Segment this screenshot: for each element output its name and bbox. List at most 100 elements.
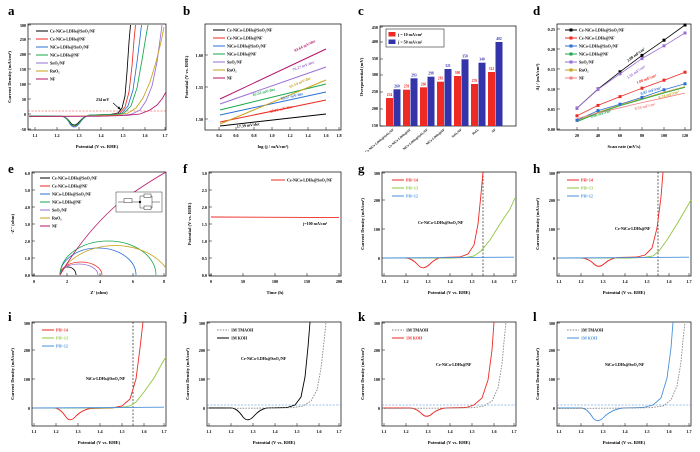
f-ytick-5: 2.5	[202, 188, 207, 193]
e-ytick-4: 4.0	[25, 205, 30, 210]
b-slope-0: 17.39 mV/dec	[237, 121, 261, 129]
c-val-blue-6: 402	[496, 37, 502, 41]
j-ytick-3: 300	[199, 321, 205, 326]
panel-c-plot: 150 200 250 300 350 400 450	[359, 25, 517, 152]
c-val-blue-1: 293	[411, 73, 417, 77]
c-cat-6: NF	[491, 128, 497, 134]
panel-l-label: l	[533, 309, 537, 324]
panel-i-label: i	[8, 309, 12, 324]
panel-h-label: h	[533, 161, 541, 176]
d-ytick-3: 0.15	[548, 67, 555, 72]
panel-c-label: c	[358, 3, 364, 18]
panel-k-label: k	[358, 309, 366, 324]
i-xlabel: Potential (V vs. RHE)	[78, 440, 121, 445]
e-legend-5: RuO₂	[52, 216, 62, 221]
panel-f: f 0 50 100 150 200 0.0 0.5 1.0 1.5 2.0	[175, 152, 350, 302]
h-ytick-1: 100	[549, 227, 555, 232]
c-ytick-5: 400	[372, 39, 378, 44]
h-xtick-1: 1.2	[578, 279, 583, 284]
i-xtick-4: 1.5	[119, 429, 124, 434]
d-cdl-3: 0.87 mF/cm²	[640, 85, 662, 96]
f-ytick-3: 1.5	[202, 222, 207, 227]
j-ytick-1: 100	[199, 377, 205, 382]
e-legend-0: Ce-NiCo-LDHs@SnO₂/NF	[52, 176, 98, 181]
b-xtick-2: 0.8	[251, 133, 256, 138]
a-xlabel: Potential (V vs. RHE)	[76, 144, 119, 149]
l-xtick-0: 1.1	[556, 429, 561, 434]
panel-f-plot: 0 50 100 150 200 0.0 0.5 1.0 1.5 2.0 2.5…	[187, 171, 342, 295]
c-val-red-0: 234	[387, 93, 393, 97]
a-ytick-2: 50	[22, 97, 26, 102]
f-stability-curve	[210, 216, 340, 219]
d-cdl-5: 0.66 mF/cm²	[590, 108, 612, 119]
panel-b-plot: 0.4 0.6 0.8 1.0 1.2 1.4 1.6 1.8 1.50 1.5…	[184, 23, 342, 149]
l-xtick-4: 1.5	[644, 429, 649, 434]
b-legend-2: NiCo-LDHs@SnO₂/NF	[227, 44, 267, 49]
d-ytick-2: 0.10	[548, 87, 555, 92]
panel-h: h 1.1 1.2 1.3 1.4 1.5 1.6 1.7 0 100 2	[525, 152, 700, 302]
k-sample-label: Ce-NiCo-LDHs@NF	[436, 362, 472, 367]
b-legend-1: Ce-NiCo-LDHs@NF	[227, 36, 263, 41]
i-xtick-6: 1.7	[161, 429, 166, 434]
k-ytick-1: 100	[374, 377, 380, 382]
g-xlabel: Potential (V vs. RHE)	[428, 290, 471, 295]
d-legend-1: Ce-NiCo-LDHs@NF	[579, 36, 615, 41]
l-ytick-3: 300	[549, 321, 555, 326]
k-xtick-0: 1.1	[381, 429, 386, 434]
e-legend-6: NF	[52, 224, 58, 229]
a-legend-6: NF	[50, 77, 56, 82]
l-ylabel: Current Density (mA/cm²)	[535, 348, 540, 400]
b-slope-1: 40.06 mV/dec	[269, 104, 293, 114]
panel-k: k 1.1 1.2 1.3 1.4 1.5 1.6 1.7 0 100 2	[350, 302, 525, 452]
d-xtick-0: 20	[575, 133, 579, 138]
g-legend-1: PH=13	[406, 186, 418, 191]
e-legend-1: Ce-NiCo-LDHs@NF	[52, 184, 88, 189]
d-xtick-1: 40	[596, 133, 600, 138]
a-ytick-6: 250	[20, 37, 26, 42]
panel-d: d 20 40 60 80 100 120 0.00 0.05 0.10 0.1…	[525, 0, 700, 152]
d-xtick-2: 60	[618, 133, 622, 138]
b-xtick-5: 1.4	[305, 133, 311, 138]
panel-g-plot: 1.1 1.2 1.3 1.4 1.5 1.6 1.7 0 100 200 30…	[360, 171, 517, 295]
h-ytick-3: 300	[549, 171, 555, 176]
h-xtick-3: 1.4	[622, 279, 628, 284]
b-xtick-4: 1.2	[287, 133, 292, 138]
e-ytick-3: 3.0	[25, 222, 30, 227]
a-ytick-4: 150	[20, 67, 26, 72]
b-xtick-6: 1.6	[323, 133, 328, 138]
panel-d-label: d	[533, 3, 541, 18]
d-ytick-0: 0.00	[548, 127, 555, 132]
e-ytick-2: 2.0	[25, 239, 30, 244]
j-xtick-4: 1.5	[294, 429, 299, 434]
panel-b-label: b	[183, 3, 191, 18]
c-ytick-4: 350	[372, 56, 378, 61]
panel-a: a 1.1 1.2 1.3 1.4 1.5 1.6 1.7	[0, 0, 175, 152]
f-ytick-4: 2.0	[202, 205, 207, 210]
c-val-blue-5: 340	[479, 58, 485, 62]
g-ytick-3: 300	[374, 171, 380, 176]
k-ytick-2: 200	[374, 348, 380, 353]
h-legend-0: PH=14	[581, 178, 593, 183]
c-val-red-3: 283	[438, 77, 444, 81]
b-legend-3: NiCo-LDHs@NF	[227, 52, 257, 57]
h-legend-1: PH=13	[581, 186, 593, 191]
b-xtick-7: 1.8	[336, 133, 341, 138]
panel-e-label: e	[8, 161, 14, 176]
c-val-red-2: 266	[421, 82, 427, 86]
a-legend-3: NiCo-LDHs@NF	[50, 53, 80, 58]
a-legend-4: SnO₂/NF	[50, 61, 66, 66]
b-slope-3: 62.53 mV/dec	[252, 86, 276, 96]
e-ytick-5: 5.0	[25, 188, 30, 193]
e-legend-3: NiCo-LDHs@NF	[52, 200, 82, 205]
h-legend-2: PH=12	[581, 194, 593, 199]
k-ytick-0: 0	[378, 406, 380, 411]
j-xtick-3: 1.4	[272, 429, 278, 434]
a-xtick-3: 1.4	[98, 133, 104, 138]
a-legend-2: NiCo-LDHs@SnO₂/NF	[50, 45, 90, 50]
j-sample-label: Ce-NiCo-LDHs@SnO₂/NF	[241, 356, 287, 361]
d-ytick-4: 0.20	[548, 47, 555, 52]
h-ytick-2: 200	[549, 198, 555, 203]
k-legend-1: 1M KOH	[406, 336, 423, 341]
l-sample-label: NiCo-LDHs@SnO₂/NF	[605, 362, 645, 367]
